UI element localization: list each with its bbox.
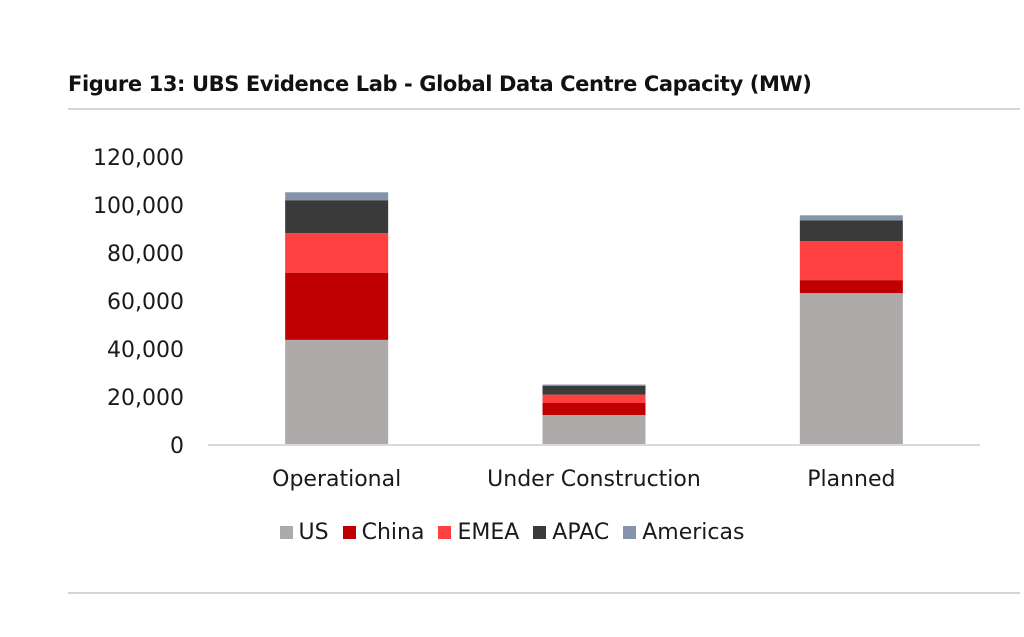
bar-segment-apac-under-construction (542, 385, 646, 395)
x-tick-label: Under Construction (487, 467, 701, 492)
top-divider (68, 108, 1020, 110)
legend-item-apac: APAC (533, 520, 609, 545)
bar-segment-apac-planned (799, 220, 903, 242)
legend-label: EMEA (457, 520, 520, 545)
bar-segment-china-under-construction (542, 403, 646, 415)
legend-item-emea: EMEA (438, 520, 519, 545)
y-tick-label: 40,000 (107, 338, 184, 363)
x-tick-label: Operational (272, 467, 401, 492)
bar-segment-china-operational (285, 272, 389, 340)
y-tick-label: 0 (170, 434, 184, 459)
legend-item-us: US (279, 520, 329, 545)
bar-segment-americas-planned (799, 215, 903, 221)
bar-segment-us-under-construction (542, 415, 646, 445)
y-tick-label: 80,000 (107, 242, 184, 267)
legend-swatch (342, 526, 356, 539)
legend-swatch (279, 526, 293, 539)
x-axis-ticks: Operational Under Construction Planned (272, 467, 895, 492)
bar-segment-americas-under-construction (542, 384, 646, 386)
legend-label: Americas (642, 520, 745, 545)
bar-segment-emea-planned (799, 241, 903, 281)
y-tick-label: 100,000 (93, 194, 184, 219)
bar-segment-apac-operational (285, 200, 389, 234)
legend-swatch (533, 526, 547, 539)
bar-segment-americas-operational (285, 192, 389, 201)
legend-label: APAC (552, 520, 610, 545)
legend-swatch (438, 526, 452, 539)
bar-segment-us-planned (799, 293, 903, 445)
x-tick-label: Planned (807, 467, 895, 492)
bars (285, 192, 903, 445)
legend: US China EMEA APAC Americas (0, 520, 1024, 545)
bar-segment-emea-under-construction (542, 394, 646, 403)
y-axis-ticks: 0 20,000 40,000 60,000 80,000 100,000 120,000 (93, 146, 184, 459)
legend-item-americas: Americas (623, 520, 744, 545)
y-tick-label: 60,000 (107, 290, 184, 315)
bar-segment-us-operational (285, 339, 389, 445)
y-tick-label: 20,000 (107, 386, 184, 411)
bar-segment-china-planned (799, 280, 903, 294)
legend-item-china: China (342, 520, 425, 545)
legend-label: China (361, 520, 425, 545)
legend-swatch (623, 526, 637, 539)
y-tick-label: 120,000 (93, 146, 184, 171)
bar-segment-emea-operational (285, 233, 389, 273)
legend-label: US (298, 520, 329, 545)
chart-title: Figure 13: UBS Evidence Lab - Global Dat… (68, 72, 812, 96)
bottom-divider (68, 592, 1020, 594)
